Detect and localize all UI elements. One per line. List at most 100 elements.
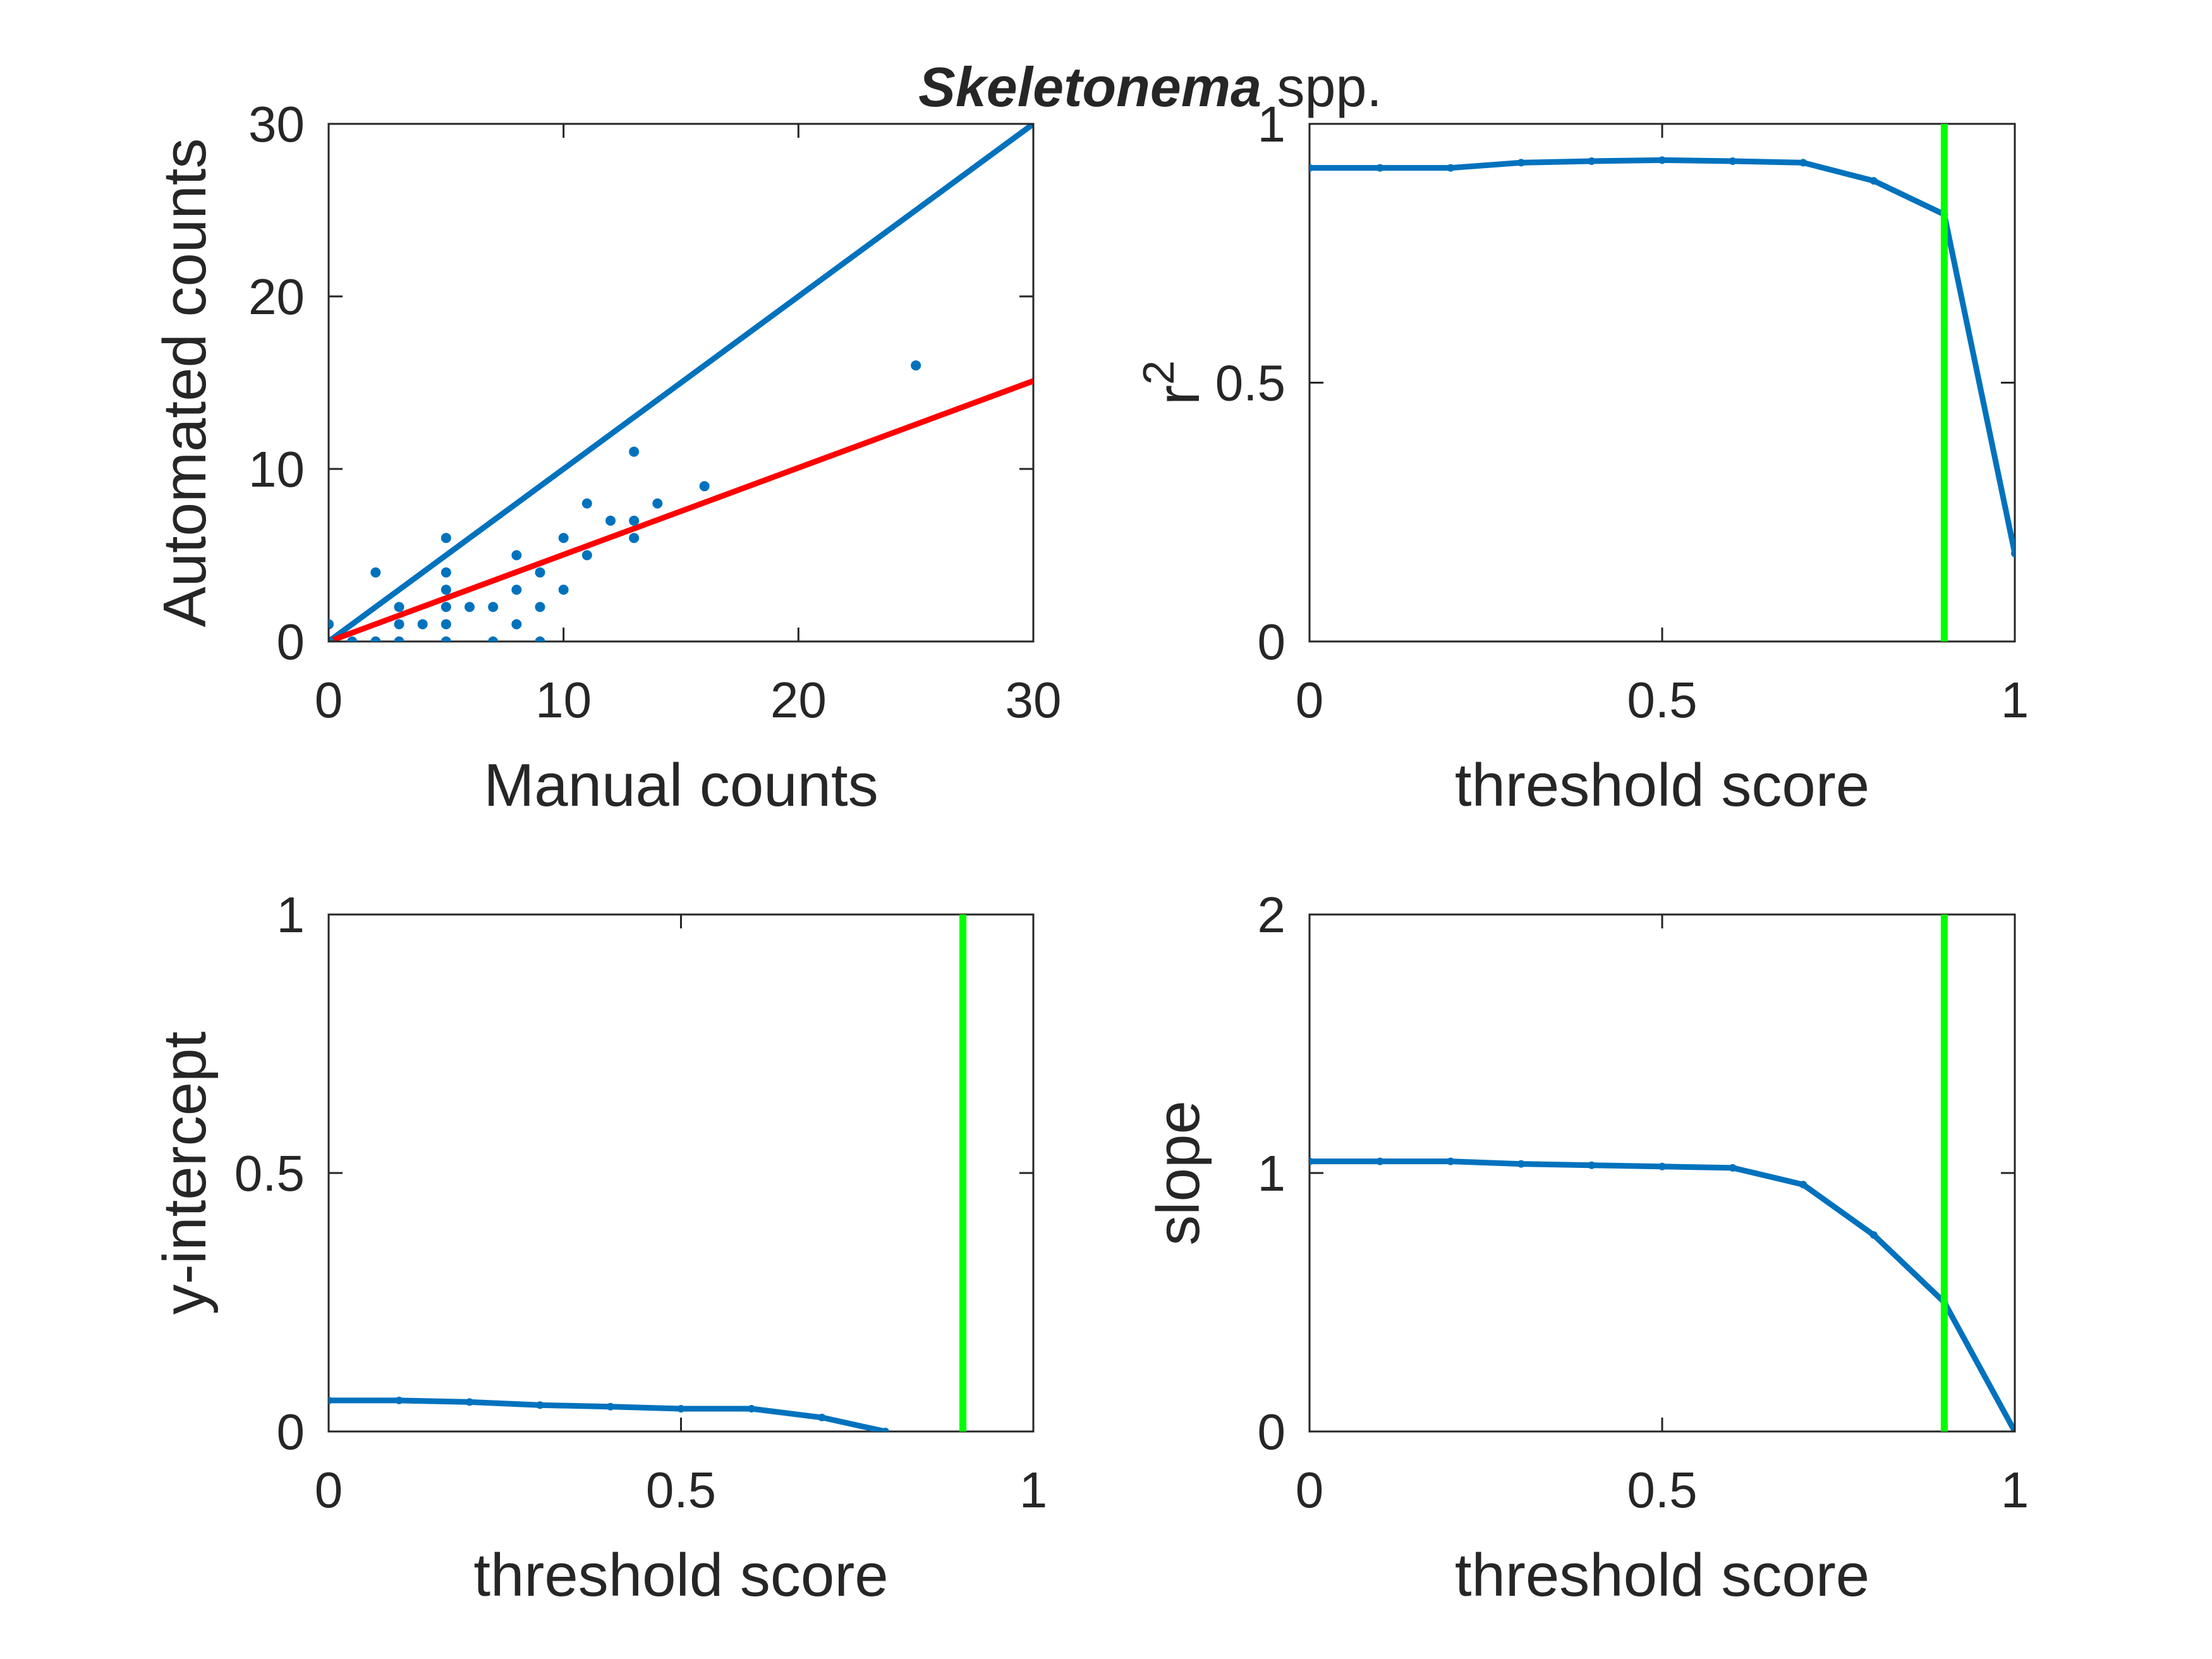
slope-xlabel: threshold score	[1455, 1541, 1869, 1609]
intercept-series-point	[395, 1396, 403, 1404]
scatter-point	[911, 360, 921, 371]
scatter-point	[581, 550, 592, 561]
scatter-ytick-label: 30	[248, 96, 305, 152]
scatter-point	[417, 619, 428, 629]
r2-series-point	[1729, 157, 1737, 165]
scatter-point	[394, 619, 404, 629]
intercept-xtick-label: 1	[1019, 1462, 1048, 1518]
scatter-point	[488, 636, 499, 641]
scatter-xtick-label: 0	[315, 672, 343, 728]
intercept-ytick-label: 0.5	[234, 1145, 305, 1201]
scatter-point	[441, 602, 451, 612]
intercept-ytick-label: 1	[277, 887, 305, 943]
slope-series-point	[1447, 1157, 1455, 1165]
r2-series-point	[1376, 164, 1384, 172]
scatter-point	[605, 515, 616, 526]
scatter-point	[699, 481, 710, 492]
slope-xtick-label: 0.5	[1627, 1462, 1697, 1518]
r2-xtick-label: 1	[2001, 672, 2029, 728]
r2-series-point	[1799, 159, 1808, 167]
r2-axes-box	[1308, 123, 2016, 643]
intercept-series-point	[607, 1402, 614, 1411]
scatter-xtick-label: 10	[535, 672, 592, 728]
figure-title-italic: Skeletonema	[918, 56, 1261, 118]
scatter-point	[370, 567, 381, 578]
slope-panel: 0 0.5 1 0 1 2 threshold score slope	[1145, 887, 2029, 1609]
scatter-point	[441, 585, 451, 595]
scatter-point	[394, 602, 404, 612]
intercept-series-point	[329, 1396, 332, 1404]
slope-axes-box	[1308, 913, 2016, 1433]
scatter-point	[629, 515, 640, 526]
slope-ytick-label: 1	[1258, 1145, 1286, 1201]
scatter-point	[535, 636, 545, 641]
r2-series-point	[1517, 159, 1525, 167]
scatter-xlabel: Manual counts	[483, 751, 878, 819]
r2-ylabel: r2	[1134, 360, 1212, 405]
r2-panel: 0 0.5 1 0 0.5 1 threshold score r2	[1134, 96, 2029, 819]
scatter-point	[629, 446, 640, 457]
scatter-point	[511, 585, 522, 595]
r2-series-point	[1869, 177, 1878, 185]
slope-data-layer	[1310, 915, 2015, 1431]
r2-ylabel-base: r	[1145, 385, 1212, 405]
intercept-series-point	[748, 1405, 755, 1413]
scatter-xtick-label: 20	[770, 672, 827, 728]
slope-series-point	[1729, 1164, 1737, 1172]
r2-series-point	[1447, 164, 1455, 172]
scatter-point	[441, 636, 451, 641]
scatter-one-to-one-line	[329, 124, 1033, 641]
slope-series-point	[1869, 1231, 1878, 1239]
intercept-xlabel: threshold score	[473, 1541, 888, 1609]
r2-xlabel: threshold score	[1455, 751, 1869, 819]
slope-xtick-label: 0	[1296, 1462, 1324, 1518]
r2-series-point	[1588, 157, 1596, 165]
scatter-xtick-label: 30	[1006, 672, 1062, 728]
scatter-point	[441, 619, 451, 629]
scatter-ytick-label: 10	[248, 441, 305, 497]
scatter-point	[629, 533, 640, 544]
slope-series-point	[1799, 1181, 1808, 1189]
r2-series-point	[1310, 164, 1313, 172]
figure-title-rest: spp.	[1261, 56, 1382, 118]
scatter-point	[511, 619, 522, 629]
intercept-axes-box	[327, 913, 1035, 1433]
r2-xtick-label: 0.5	[1627, 672, 1697, 728]
slope-ylabel: slope	[1145, 1100, 1212, 1246]
scatter-data-layer	[329, 124, 1033, 641]
intercept-series-point	[536, 1401, 544, 1409]
scatter-point	[558, 533, 569, 544]
slope-series-point	[1658, 1162, 1666, 1170]
intercept-ytick-label: 0	[277, 1404, 305, 1460]
scatter-point	[488, 602, 499, 612]
scatter-ytick-label: 20	[248, 269, 305, 325]
scatter-panel: 0 10 20 30 0 10 20 30 Manual counts Automated cou…	[151, 96, 1061, 819]
scatter-point	[465, 602, 475, 612]
r2-series-point	[1658, 156, 1666, 164]
slope-ytick-label: 2	[1258, 887, 1286, 943]
intercept-series-point	[466, 1398, 473, 1406]
figure-title: Skeletonema spp.	[918, 56, 1382, 118]
scatter-point	[652, 498, 663, 509]
r2-ytick-label: 0.5	[1215, 355, 1285, 411]
scatter-point	[394, 636, 404, 641]
scatter-point	[535, 602, 545, 612]
slope-ytick-label: 0	[1258, 1404, 1286, 1460]
scatter-point	[441, 533, 451, 544]
scatter-point	[329, 619, 334, 629]
intercept-xtick-label: 0	[315, 1462, 343, 1518]
r2-series-point	[2011, 549, 2015, 557]
scatter-point	[581, 498, 592, 509]
slope-xtick-label: 1	[2001, 1462, 2029, 1518]
r2-xtick-label: 0	[1296, 672, 1324, 728]
r2-data-layer	[1310, 124, 2015, 641]
r2-ytick-label: 1	[1258, 96, 1286, 152]
scatter-ytick-label: 0	[277, 614, 305, 670]
scatter-point	[329, 636, 334, 641]
slope-series-point	[1517, 1160, 1525, 1168]
intercept-series-point	[677, 1405, 685, 1413]
scatter-point	[558, 585, 569, 595]
scatter-point	[347, 636, 358, 641]
intercept-data-layer	[329, 915, 966, 1431]
